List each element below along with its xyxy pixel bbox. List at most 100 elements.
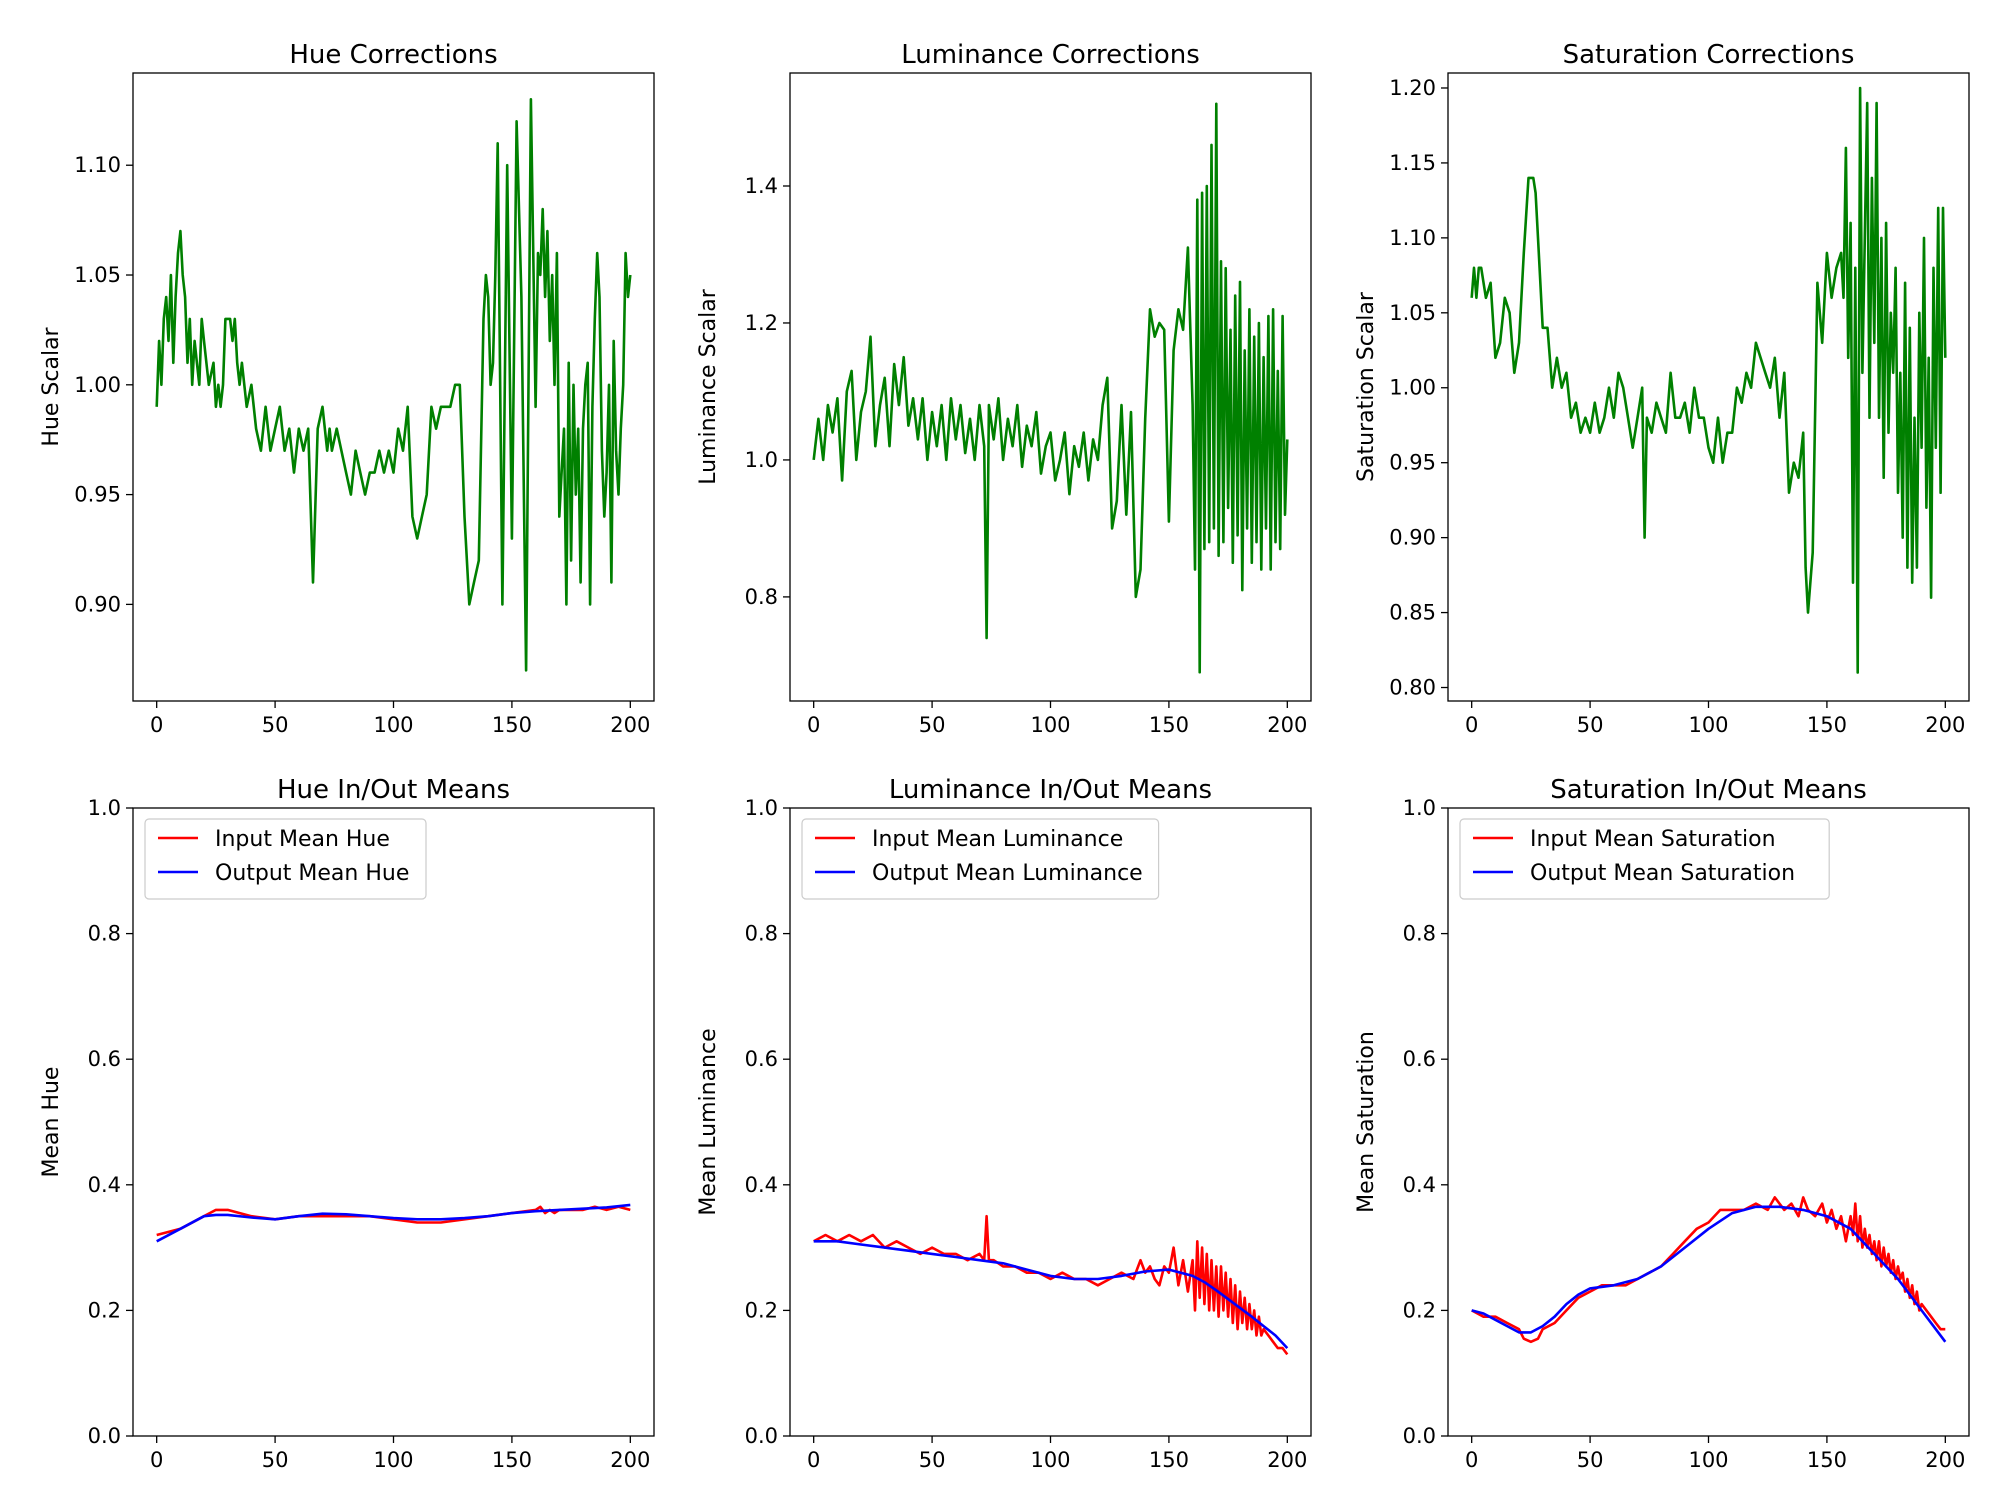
axes-frame [789,72,1312,702]
series-line-input-mean-saturation [1471,1196,1946,1344]
y-axis-label: Mean Luminance [696,1028,721,1215]
y-tick-label: 1.15 [1389,151,1436,175]
y-tick-label: 0.90 [1389,526,1436,550]
x-tick-label: 0 [807,1448,820,1472]
y-tick-label: 0.0 [88,1424,121,1448]
chart-panel-3: 0 50 100 150 200 0.80 0.85 0.90 0.95 1.00 1.05 1.10… [1354,40,1970,737]
y-tick-label: 0.95 [74,483,121,507]
x-tick-label: 100 [373,713,413,737]
y-tick-label: 0.90 [74,592,121,616]
y-tick-label: 0.85 [1389,601,1436,625]
legend-entry: Output Mean Luminance [872,861,1143,886]
x-tick-label: 50 [262,1448,289,1472]
y-tick-label: 1.2 [745,311,778,335]
legend-entry: Output Mean Saturation [1530,861,1795,886]
x-tick-label: 200 [610,1448,650,1472]
chart-panel-1: 0 50 100 150 200 0.90 0.95 1.00 1.05 1.10 Hue Corr… [39,40,655,737]
y-tick-label: 1.00 [74,373,121,397]
x-tick-label: 0 [150,713,163,737]
x-tick-label: 50 [919,713,946,737]
y-tick-label: 1.0 [88,796,121,820]
legend: Input Mean Luminance Output Mean Luminanc… [801,818,1160,900]
x-tick-label: 100 [1030,713,1070,737]
y-tick-label: 0.0 [1403,1424,1436,1448]
y-tick-label: 0.0 [745,1424,778,1448]
y-tick-label: 1.4 [745,174,778,198]
y-axis-label: Saturation Scalar [1354,291,1379,482]
x-tick-label: 0 [1465,713,1478,737]
y-tick-label: 0.95 [1389,451,1436,475]
x-tick-label: 50 [919,1448,946,1472]
axes-frame [132,807,655,1437]
y-tick-label: 1.0 [1403,796,1436,820]
series-line-output-mean-hue [156,1203,631,1243]
axes-frame [132,72,655,702]
chart-title: Hue Corrections [289,40,497,70]
chart-title: Saturation Corrections [1563,40,1855,70]
y-tick-label: 1.10 [1389,226,1436,250]
y-tick-label: 1.0 [745,448,778,472]
chart-panel-4: 0 50 100 150 200 0.0 0.2 0.4 0.6 0.8 1.0 Hue In/Out… [39,775,655,1472]
x-tick-label: 150 [1149,713,1189,737]
y-tick-label: 0.8 [745,922,778,946]
y-axis-label: Hue Scalar [39,326,64,446]
legend-entry: Input Mean Hue [215,827,390,852]
y-tick-label: 1.10 [74,153,121,177]
x-tick-label: 150 [1149,1448,1189,1472]
series-line-output-mean-saturation [1471,1205,1947,1343]
y-tick-label: 1.00 [1389,376,1436,400]
x-tick-label: 200 [1925,1448,1965,1472]
x-tick-label: 0 [807,713,820,737]
y-tick-label: 0.80 [1389,676,1436,700]
axes-frame [1447,807,1970,1437]
series-line-correction-1 [155,98,632,672]
x-tick-label: 100 [1688,1448,1728,1472]
legend: Input Mean Hue Output Mean Hue [144,818,427,900]
x-tick-label: 50 [262,713,289,737]
x-tick-label: 0 [1465,1448,1478,1472]
legend-entry: Output Mean Hue [215,861,409,886]
x-tick-label: 200 [1267,713,1307,737]
chart-title: Luminance Corrections [901,40,1200,70]
y-tick-label: 0.6 [1403,1047,1436,1071]
y-tick-label: 0.2 [745,1298,778,1322]
y-axis-label: Luminance Scalar [696,288,721,484]
x-tick-label: 150 [492,713,532,737]
x-tick-label: 50 [1577,1448,1604,1472]
series-line-correction-2 [812,102,1289,674]
chart-title: Hue In/Out Means [277,775,510,805]
y-tick-label: 0.6 [88,1047,121,1071]
x-tick-label: 200 [1267,1448,1307,1472]
x-tick-label: 200 [610,713,650,737]
series-line-output-mean-luminance [813,1240,1289,1349]
x-tick-label: 100 [373,1448,413,1472]
legend-box [1459,818,1830,900]
y-tick-label: 0.4 [745,1173,778,1197]
y-tick-label: 1.0 [745,796,778,820]
y-tick-label: 0.2 [88,1298,121,1322]
y-tick-label: 0.8 [1403,922,1436,946]
chart-title: Luminance In/Out Means [889,775,1212,805]
y-tick-label: 0.8 [88,922,121,946]
y-tick-label: 1.05 [74,263,121,287]
x-tick-label: 100 [1688,713,1728,737]
y-tick-label: 0.2 [1403,1298,1436,1322]
y-axis-label: Mean Hue [39,1067,64,1178]
legend: Input Mean Saturation Output Mean Saturat… [1459,818,1830,900]
legend-entry: Input Mean Luminance [872,827,1123,852]
x-tick-label: 50 [1577,713,1604,737]
y-tick-label: 1.20 [1389,76,1436,100]
y-tick-label: 0.4 [1403,1173,1436,1197]
x-tick-label: 0 [150,1448,163,1472]
y-axis-label: Mean Saturation [1354,1031,1379,1213]
series-line-input-mean-luminance [813,1214,1289,1356]
y-tick-label: 0.4 [88,1173,121,1197]
chart-panel-2: 0 50 100 150 200 0.8 1.0 1.2 1.4 Luminance Correc… [696,40,1312,737]
y-tick-label: 0.8 [745,585,778,609]
chart-panel-6: 0 50 100 150 200 0.0 0.2 0.4 0.6 0.8 1.0 Saturation… [1354,775,1970,1472]
x-tick-label: 100 [1030,1448,1070,1472]
series-line-correction-3 [1470,86,1947,674]
legend-entry: Input Mean Saturation [1530,827,1776,852]
chart-title: Saturation In/Out Means [1550,775,1867,805]
